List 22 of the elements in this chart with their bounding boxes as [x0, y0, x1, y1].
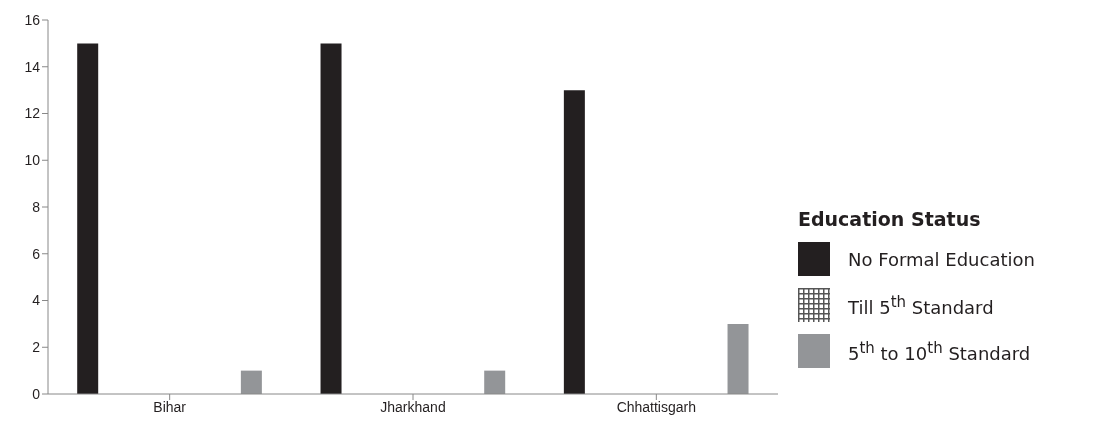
y-tick-label: 16	[24, 11, 41, 28]
y-tick-label: 4	[32, 292, 41, 309]
x-tick-label: Jharkhand	[380, 398, 446, 415]
bar	[727, 323, 749, 394]
bar	[484, 370, 506, 394]
bar	[240, 370, 262, 394]
y-tick-label: 6	[32, 245, 41, 262]
legend-title: Education Status	[798, 208, 982, 230]
legend-label: No Formal Education	[848, 248, 1035, 270]
legend-label: 5$^{th}$ to 10$^{th}$ Standard	[848, 338, 1031, 364]
bar	[563, 90, 585, 394]
y-tick-label: 14	[24, 58, 41, 75]
y-tick-label: 10	[24, 152, 41, 169]
y-tick-label: 2	[32, 339, 41, 356]
x-tick-label: Chhattisgarh	[616, 398, 697, 415]
y-tick-label: 8	[32, 198, 41, 215]
bar	[320, 43, 342, 394]
legend-label: Till 5$^{th}$ Standard	[848, 292, 994, 318]
y-tick-label: 12	[24, 105, 41, 122]
x-tick-label: Bihar	[153, 398, 187, 415]
bar	[77, 43, 99, 394]
y-tick-label: 0	[32, 385, 41, 402]
